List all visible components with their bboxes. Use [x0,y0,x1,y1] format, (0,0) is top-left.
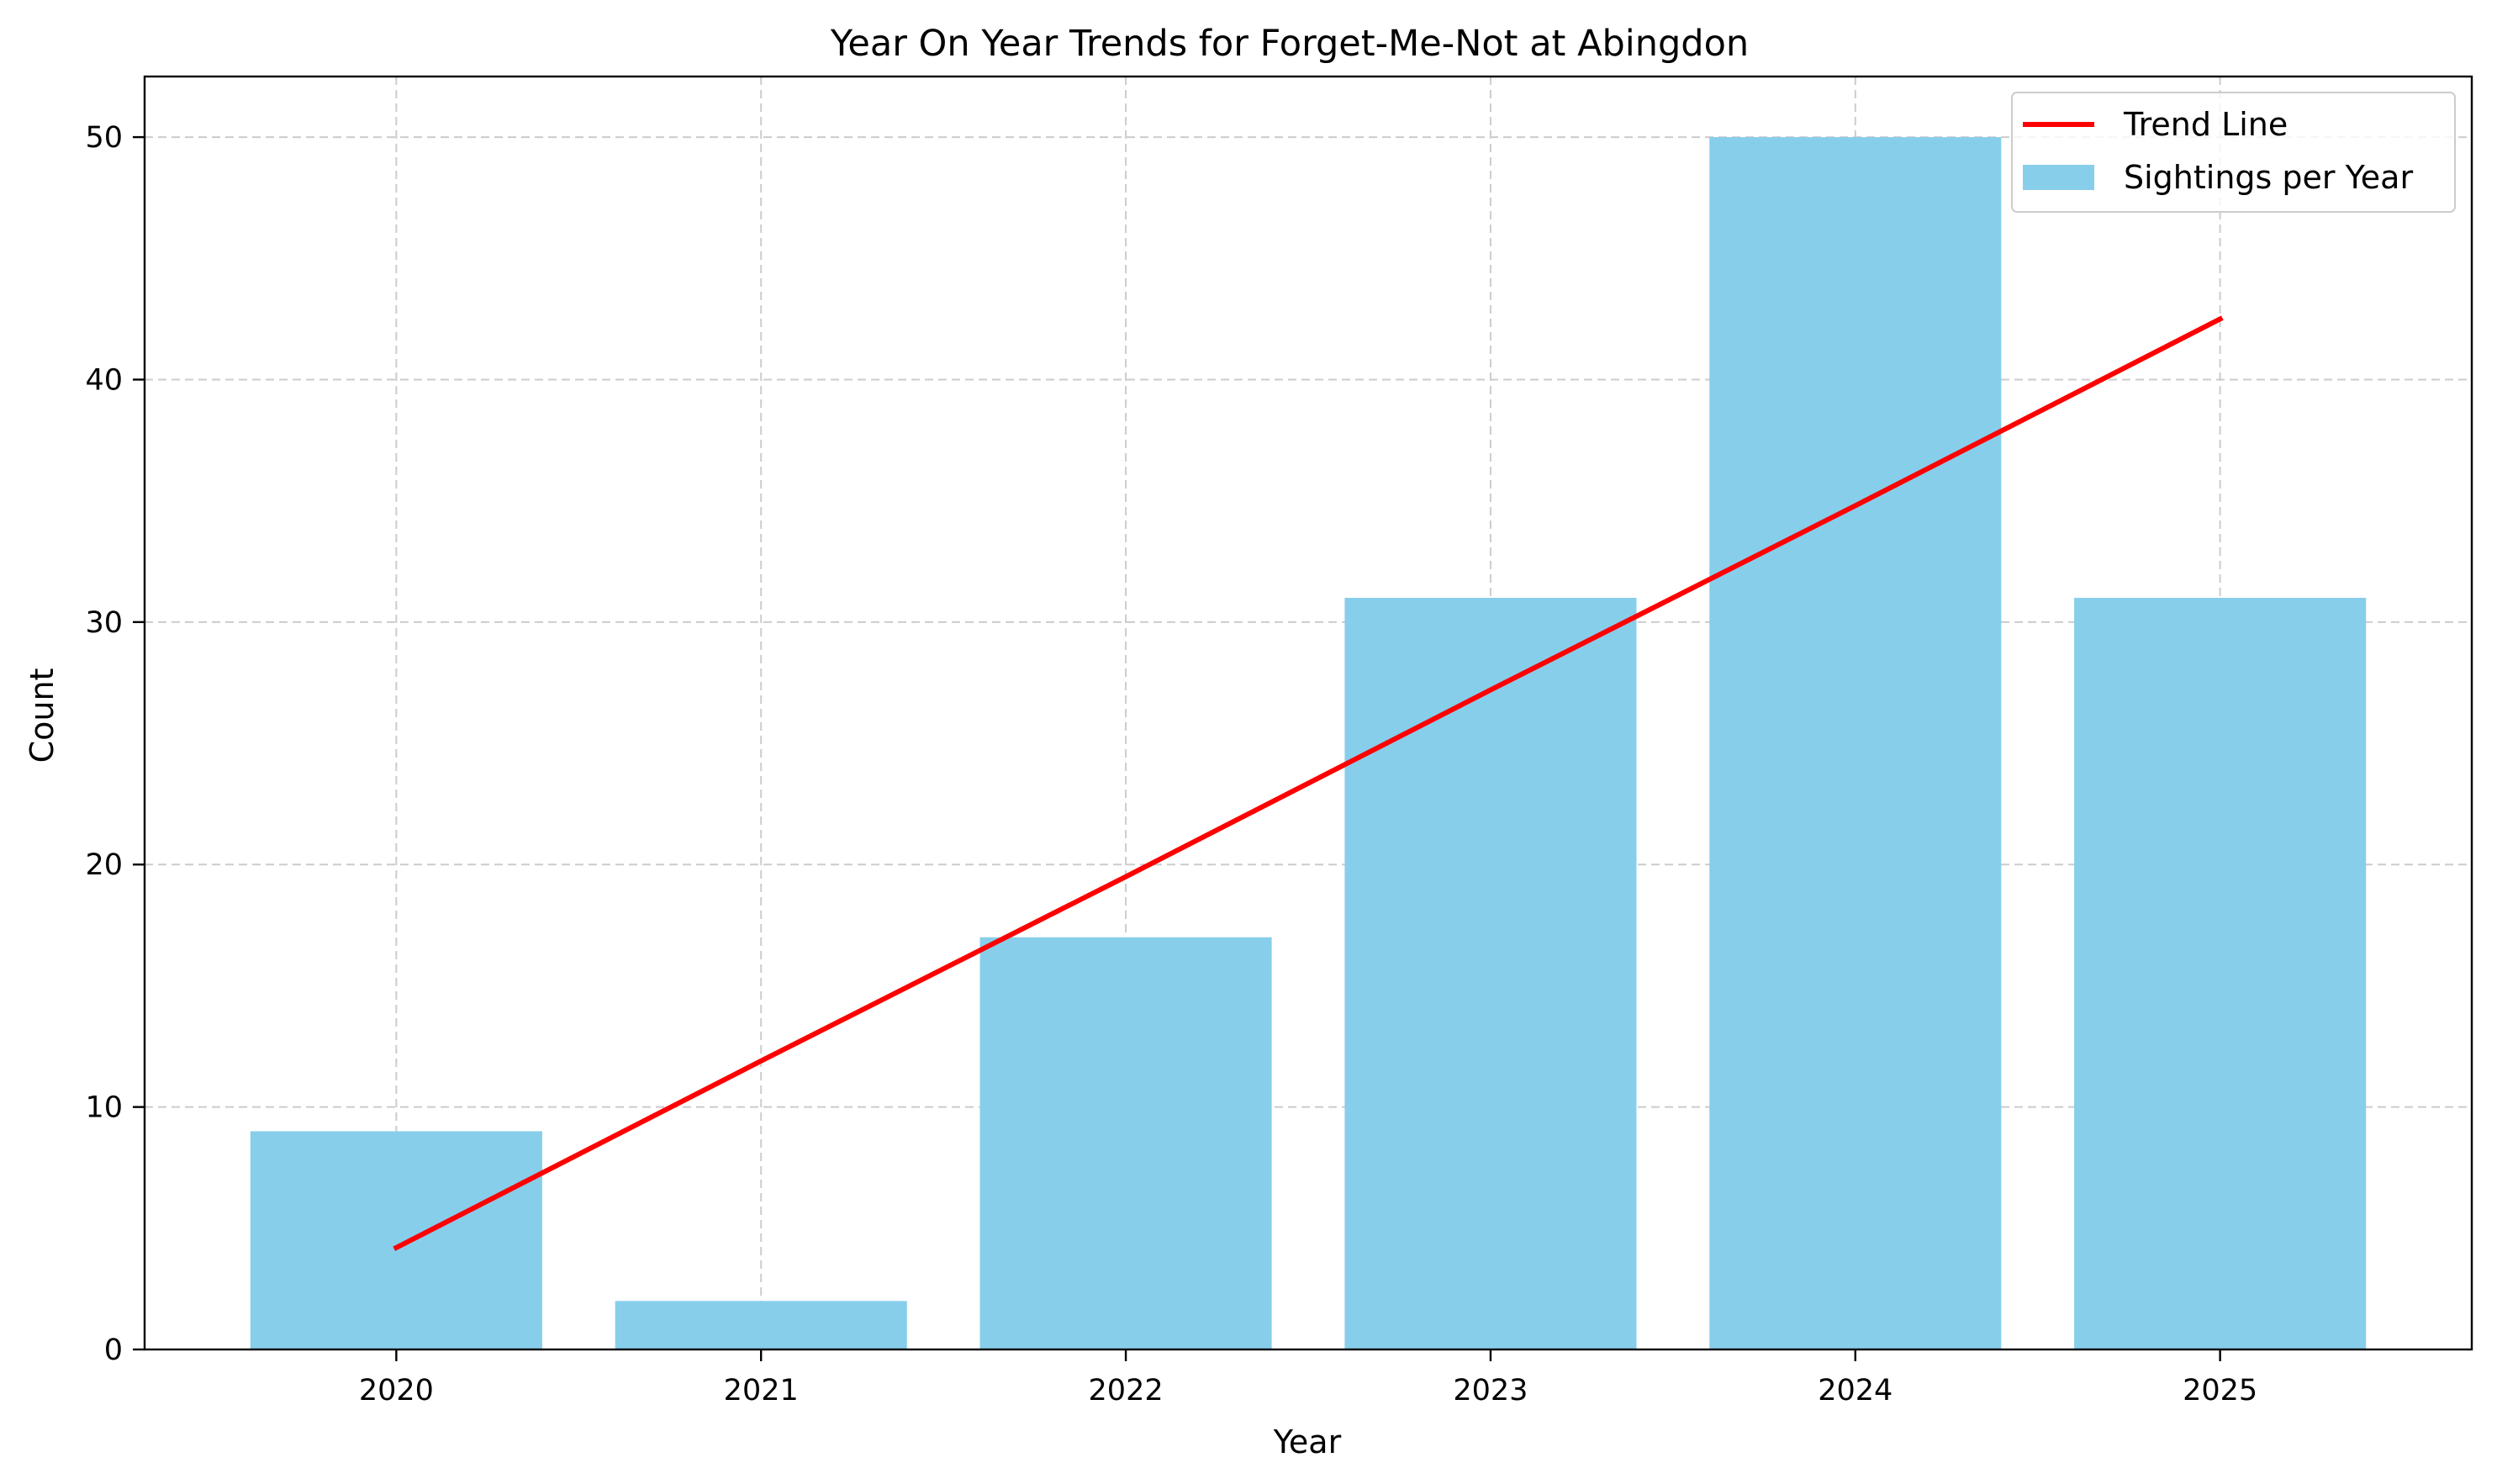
ticks-layer: 2020 2021 2022 2023 2024 2025 0 10 20 30 40 50 [85,121,2257,1407]
chart-title: Year On Year Trends for Forget-Me-Not at… [830,23,1749,65]
bar-2021 [615,1301,907,1349]
x-tick-label: 2020 [359,1374,434,1407]
legend-trend-label: Trend Line [2123,106,2288,143]
legend-box [2011,92,2456,213]
y-tick-label: 10 [85,1091,123,1125]
x-tick-label: 2025 [2183,1374,2257,1407]
bar-2022 [979,937,1272,1349]
y-axis-label: Count [24,668,61,763]
bar-2023 [1344,598,1637,1349]
x-tick-label: 2022 [1089,1374,1164,1407]
x-axis-label: Year [1273,1423,1342,1460]
trend-line [393,315,2224,1251]
bar-2024 [1709,137,2002,1350]
legend: Trend Line Sightings per Year [2011,92,2456,213]
line-layer [393,315,2224,1251]
x-tick-label: 2023 [1453,1374,1528,1407]
bars-layer [250,137,2367,1350]
bar-2020 [250,1131,542,1349]
y-tick-label: 40 [85,363,123,397]
legend-bar-label: Sightings per Year [2124,159,2413,196]
plot-frame [143,75,2473,1351]
x-tick-label: 2021 [724,1374,799,1407]
y-tick-label: 20 [85,848,123,882]
legend-bar-swatch [2023,165,2094,190]
x-tick-label: 2024 [1818,1374,1893,1407]
y-tick-label: 50 [85,121,123,155]
bar-2025 [2074,598,2367,1349]
y-tick-label: 0 [104,1333,123,1367]
y-tick-label: 30 [85,606,123,640]
